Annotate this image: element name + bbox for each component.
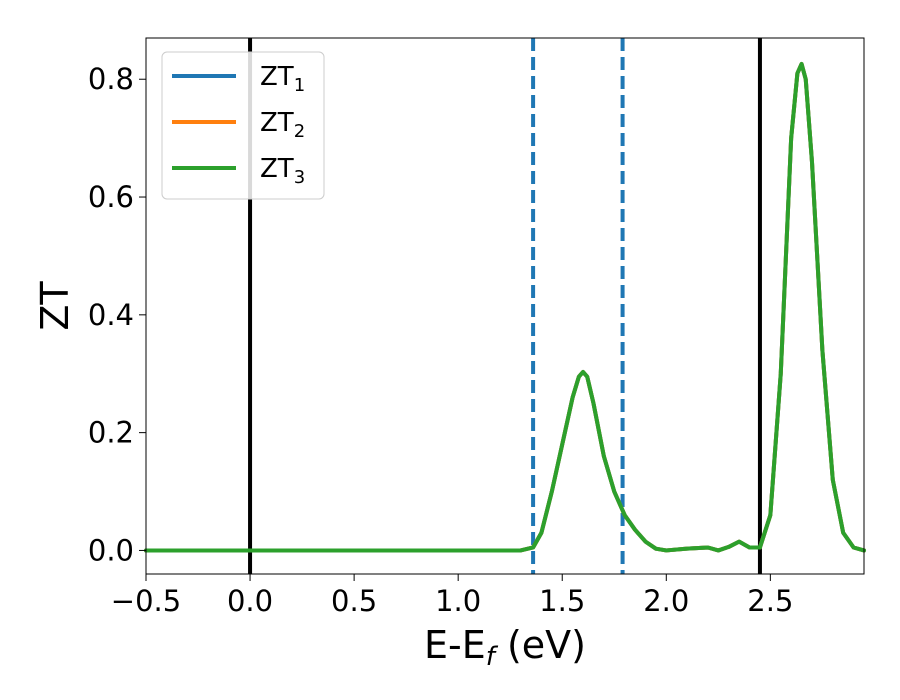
- series-lines: [144, 61, 866, 553]
- y-tick-label: 0.6: [88, 180, 134, 214]
- x-axis-title: E-Ef (eV): [424, 623, 586, 672]
- series-line-3: [144, 61, 866, 553]
- y-axis-ticks: 0.0 0.2 0.4 0.6 0.8: [88, 62, 146, 567]
- x-tick-label: −0.5: [111, 584, 181, 618]
- x-tick-label: 2.5: [747, 584, 793, 618]
- legend-label-3: ZT3: [260, 154, 305, 188]
- y-axis-title: ZT: [33, 281, 77, 331]
- legend-label-1: ZT1: [260, 62, 305, 96]
- x-tick-label: 1.0: [435, 584, 481, 618]
- legend-label-2: ZT2: [260, 108, 305, 142]
- x-tick-label: 0.5: [331, 584, 377, 618]
- y-tick-label: 0.2: [88, 416, 134, 450]
- x-tick-label: 1.5: [539, 584, 585, 618]
- x-axis-ticks: −0.5 0.0 0.5 1.0 1.5 2.0 2.5: [111, 574, 793, 618]
- plot-frame: [145, 37, 865, 575]
- y-tick-label: 0.8: [88, 62, 134, 96]
- y-tick-label: 0.4: [88, 298, 134, 332]
- x-tick-label: 0.0: [227, 584, 273, 618]
- x-tick-label: 2.0: [643, 584, 689, 618]
- legend: ZT1 ZT2 ZT3: [161, 51, 325, 200]
- legend-box: [161, 51, 325, 200]
- y-tick-label: 0.0: [88, 533, 134, 567]
